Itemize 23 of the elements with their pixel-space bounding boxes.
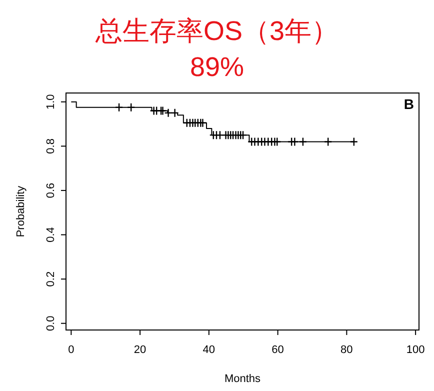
x-tick-label: 80 (340, 344, 353, 356)
point (171, 108, 178, 117)
y-tick-label: 0.4 (45, 227, 57, 242)
y-axis-title: Probability (15, 185, 27, 238)
x-axis-title: Months (224, 373, 262, 385)
y-tick-label: 1.0 (45, 94, 57, 110)
point (164, 108, 172, 117)
x-tick-label: 60 (272, 344, 284, 356)
y-tick-label: 0.0 (45, 316, 57, 332)
x-tick-label: 40 (202, 344, 216, 356)
point (291, 138, 298, 146)
y-tick-label: 0.8 (45, 138, 57, 154)
y-tick-label: 0.2 (45, 271, 57, 287)
y-tick-label: 0.6 (45, 182, 57, 198)
x-tick-label: 0 (68, 344, 74, 356)
annotation: B (404, 96, 414, 112)
x-tick-label: 20 (134, 344, 146, 356)
point (350, 138, 358, 146)
point (324, 138, 332, 146)
chart-title: 总生存率OS（3年） (94, 16, 339, 46)
x-tick-label: 100 (406, 344, 425, 356)
point (299, 138, 306, 146)
chart-subtitle: 89% (190, 52, 244, 82)
